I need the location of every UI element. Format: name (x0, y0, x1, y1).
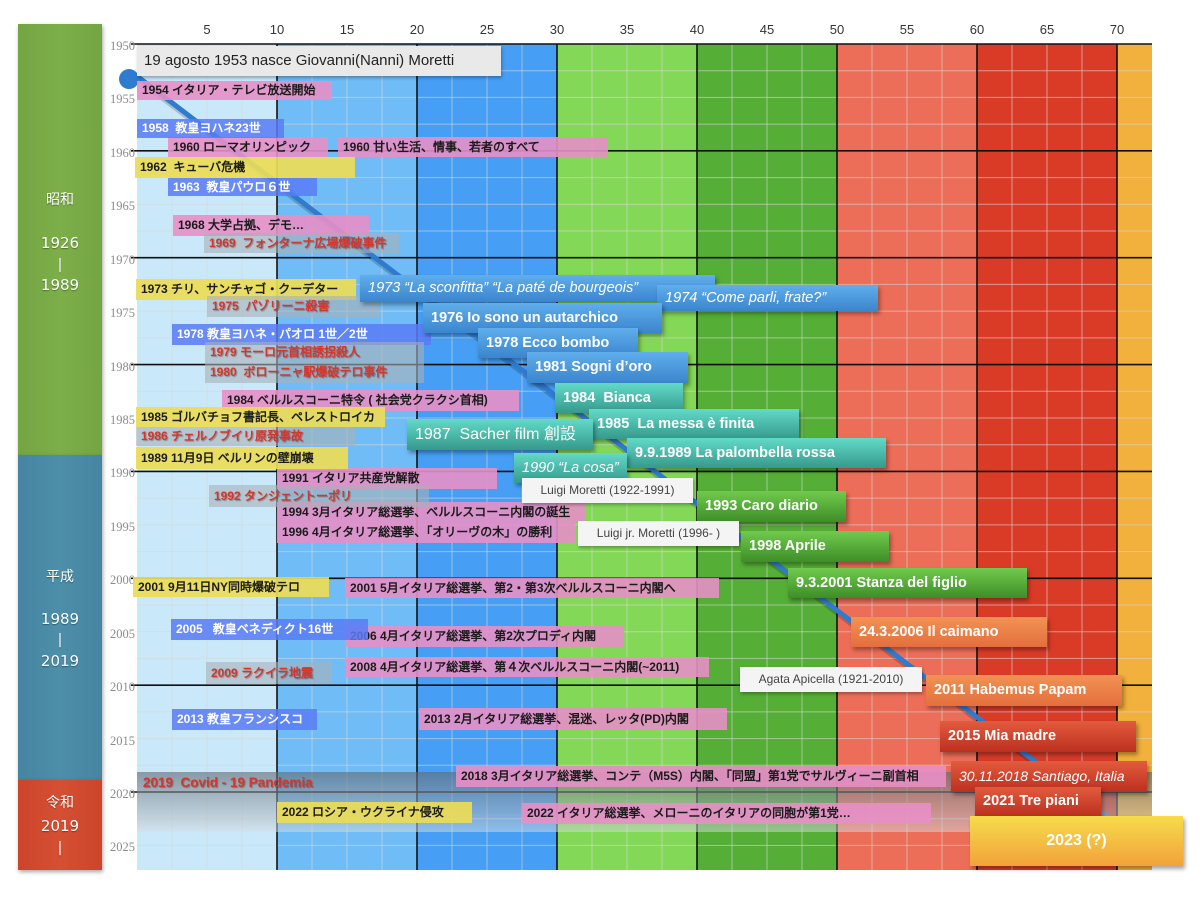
news-label: 1996 4月イタリア総選挙、「オリーヴの木」の勝利 (277, 522, 575, 543)
x-tick-label: 60 (969, 22, 985, 37)
film-label: 1985 La messa è finita (589, 409, 799, 439)
y-tick-label: 2020 (110, 786, 135, 801)
x-tick-label: 50 (829, 22, 845, 37)
y-tick-label: 1985 (110, 412, 135, 427)
company-founding-label: 1987 Sacher film 創設 (407, 419, 593, 450)
pope-label: 1963 教皇パウロ６世 (168, 178, 317, 196)
era-start-year: 1926 (40, 234, 80, 252)
era-reiwa: 令和 2019 | (18, 780, 102, 870)
y-tick-label: 1980 (110, 359, 135, 374)
family-label: Agata Apicella (1921-2010) (740, 667, 922, 692)
y-tick-label: 1975 (110, 306, 135, 321)
world-event-label: 1973 チリ、サンチャゴ・クーデター (136, 279, 356, 300)
era-separator: | (57, 257, 63, 273)
news-label: 2022 イタリア総選挙、メローニのイタリアの同胞が第1党… (522, 803, 931, 824)
y-tick-label: 1950 (110, 39, 135, 53)
film-label: 1993 Caro diario (697, 491, 846, 522)
era-name: 令和 (46, 795, 74, 811)
era-separator: | (57, 632, 63, 648)
x-tick-label: 5 (203, 22, 211, 37)
x-tick-label: 20 (409, 22, 425, 37)
film-label: 2021 Tre piani (975, 787, 1101, 816)
news-label: 2006 4月イタリア総選挙、第2次プロディ内閣 (345, 626, 624, 647)
news-label: 2001 5月イタリア総選挙、第2・第3次ベルルスコーニ内閣へ (345, 578, 719, 598)
film-label: 1981 Sogni d’oro (527, 352, 688, 383)
tragedy-label: 1979 モーロ元首相誘拐殺人 (205, 342, 424, 362)
film-label: 9.9.1989 La palombella rossa (627, 438, 886, 468)
tragedy-label: 2009 ラクイラ地震 (206, 662, 332, 684)
y-tick-label: 1960 (110, 145, 135, 160)
x-tick-label: 35 (619, 22, 635, 37)
film-label: 9.3.2001 Stanza del figlio (788, 568, 1027, 598)
film-label: 1973 “La sconfitta” “La paté de bourgeoi… (360, 275, 715, 302)
x-tick-label: 15 (339, 22, 355, 37)
era-start-year: 2019 (40, 817, 80, 835)
y-tick-label: 2000 (110, 573, 135, 588)
x-tick-label: 30 (549, 22, 565, 37)
film-label: 30.11.2018 Santiago, Italia (951, 761, 1147, 792)
era-heisei: 平成 1989 | 2019 (18, 455, 102, 780)
pandemic-label: 2019 Covid - 19 Pandemia (143, 775, 313, 790)
era-end-year: 2019 (40, 652, 80, 670)
tragedy-label: 1986 チェルノブイリ原発事故 (136, 427, 355, 446)
y-tick-label: 2015 (110, 733, 135, 748)
world-event-label: 1985 ゴルバチョフ書記長、ペレストロイカ (136, 407, 385, 427)
pope-label: 1978 教皇ヨハネ・パオロ 1世／2世 (172, 324, 431, 345)
news-label: 2018 3月イタリア総選挙、コンテ（M5S）内閣、「同盟」第1党でサルヴィーニ… (456, 766, 946, 787)
world-event-label: 2001 9月11日NY同時爆破テロ (133, 577, 329, 597)
y-tick-label: 1990 (110, 466, 135, 481)
y-tick-label: 1970 (110, 252, 135, 267)
news-label: 2013 2月イタリア総選挙、混迷、レッタ(PD)内閣 (419, 708, 727, 730)
news-label: 1960 ローマオリンピック (168, 137, 328, 157)
y-tick-label: 1965 (110, 199, 135, 214)
film-label-upcoming: 2023 (?) (970, 816, 1183, 866)
family-label: Luigi Moretti (1922-1991) (522, 478, 693, 503)
y-tick-label: 1955 (110, 92, 135, 107)
news-label: 1994 3月イタリア総選挙、ベルルスコーニ内閣の誕生 (277, 502, 585, 522)
birth-title: 19 agosto 1953 nasce Giovanni(Nanni) Mor… (137, 46, 501, 76)
x-tick-label: 25 (479, 22, 495, 37)
x-tick-label: 40 (689, 22, 705, 37)
x-tick-label: 45 (759, 22, 775, 37)
x-tick-label: 55 (899, 22, 915, 37)
era-end-year: 1989 (40, 276, 80, 294)
y-tick-label: 2005 (110, 626, 135, 641)
world-event-label: 1989 11月9日 ベルリンの壁崩壊 (136, 447, 348, 469)
news-label: 1991 イタリア共産党解散 (277, 468, 497, 489)
pope-label: 2013 教皇フランシスコ (172, 709, 317, 730)
film-label: 1998 Aprile (741, 531, 889, 562)
era-name: 昭和 (46, 192, 74, 208)
film-label: 2011 Habemus Papam (926, 675, 1122, 706)
tragedy-label: 1969 フォンターナ広場爆破事件 (204, 233, 399, 253)
news-label: 2008 4月イタリア総選挙、第４次ベルルスコーニ内閣(~2011) (345, 657, 709, 677)
family-label: Luigi jr. Moretti (1996- ) (578, 521, 739, 546)
birth-point (119, 69, 139, 90)
film-label: 24.3.2006 Il caimano (851, 617, 1047, 647)
world-event-label: 2022 ロシア・ウクライナ侵攻 (277, 802, 472, 823)
x-tick-label: 10 (269, 22, 285, 37)
era-showa: 昭和 1926 | 1989 (18, 24, 102, 455)
world-event-label: 1962 キューバ危機 (135, 157, 355, 178)
y-tick-label: 2025 (110, 840, 135, 855)
tragedy-label: 1992 タンジェントーポリ (209, 485, 429, 507)
news-label: 1954 イタリア・テレビ放送開始 (137, 81, 332, 100)
news-label: 1984 ベルルスコーニ特令 ( 社会党クラクシ首相) (222, 390, 519, 411)
era-separator: | (57, 840, 63, 856)
film-label: 1984 Bianca (555, 383, 683, 413)
news-label: 1968 大学占拠、デモ… (173, 215, 369, 236)
x-tick-label: 70 (1109, 22, 1125, 37)
tragedy-label: 1975 パゾリーニ殺害 (207, 296, 380, 317)
pope-label: 2005 教皇ベネディクト16世 (171, 619, 368, 640)
y-tick-label: 1995 (110, 519, 135, 534)
film-label: 1974 “Come parli, frate?” (657, 285, 878, 311)
news-label: 1960 甘い生活、情事、若者のすべて (338, 137, 608, 157)
film-label: 2015 Mia madre (940, 721, 1136, 752)
y-tick-label: 2010 (110, 680, 135, 695)
era-start-year: 1989 (40, 610, 80, 628)
pope-label: 1958 教皇ヨハネ23世 (137, 119, 284, 138)
era-name: 平成 (46, 569, 74, 585)
x-tick-label: 65 (1039, 22, 1055, 37)
tragedy-label: 1980 ボローニャ駅爆破テロ事件 (205, 362, 424, 383)
